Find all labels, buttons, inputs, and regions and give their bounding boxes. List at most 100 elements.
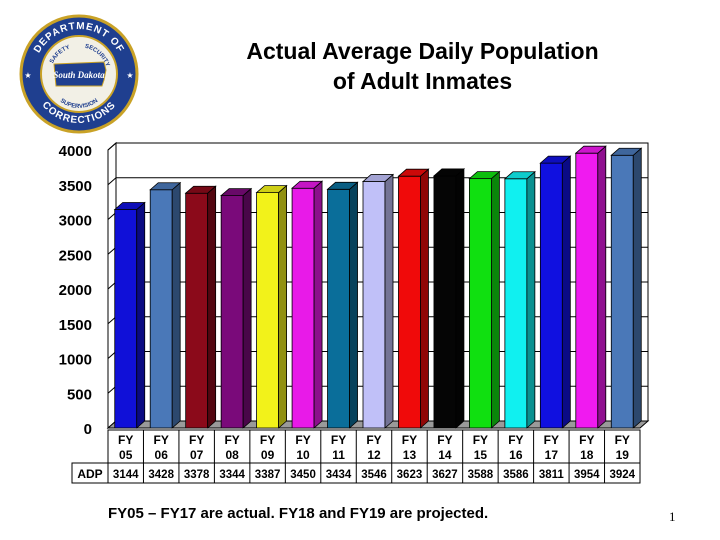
bar-chart: 05001000150020002500300035004000ADPFY053…: [59, 141, 650, 484]
table-value-cell: 3627: [432, 469, 458, 481]
table-value-cell: 3588: [468, 469, 494, 481]
x-category-label-line-2: 14: [438, 448, 452, 462]
bar-front: [433, 175, 457, 429]
bar-front: [610, 154, 634, 429]
bar-side: [136, 201, 146, 429]
table-row-label: ADP: [77, 467, 102, 481]
gridline-side: [107, 142, 117, 151]
table-value-cell: 3344: [219, 469, 245, 481]
x-category-label-line-2: 09: [261, 448, 275, 462]
bar-top: [220, 188, 253, 196]
bar-side: [597, 145, 607, 429]
bar-front: [114, 209, 138, 429]
x-category-label-line-1: FY: [366, 433, 381, 447]
x-category-label-line-2: 10: [296, 448, 310, 462]
x-category-label-line-1: FY: [189, 433, 204, 447]
bar-front: [256, 192, 279, 429]
x-category-label-line-2: 05: [119, 448, 133, 462]
bar-side: [384, 173, 394, 429]
page-number: 1: [669, 509, 676, 524]
y-tick-label: 3000: [59, 213, 92, 230]
x-category-label-line-1: FY: [402, 433, 417, 447]
y-tick-label: 2000: [59, 282, 92, 299]
x-category-label-line-2: 07: [190, 448, 204, 462]
table-value-cell: 3144: [113, 469, 139, 481]
x-category-label-line-1: FY: [224, 433, 239, 447]
x-category-label-line-1: FY: [260, 433, 275, 447]
y-tick-label: 2500: [59, 247, 92, 264]
y-tick-label: 4000: [59, 143, 92, 160]
bar-top: [255, 185, 288, 194]
x-category-label-line-1: FY: [118, 433, 133, 447]
bar-front: [220, 195, 244, 429]
x-category-label-line-1: FY: [437, 433, 452, 447]
bar-side: [561, 155, 571, 429]
table-value-cell: 3450: [290, 469, 316, 481]
y-tick-label: 1000: [59, 352, 92, 369]
bar-side: [171, 181, 181, 429]
bar-side: [490, 170, 500, 429]
table-value-cell: 3924: [609, 469, 635, 481]
bar-side: [242, 187, 252, 429]
table-value-cell: 3546: [361, 469, 387, 481]
x-category-label-line-2: 18: [580, 448, 594, 462]
x-category-label-line-1: FY: [331, 433, 346, 447]
bar-front: [469, 178, 492, 429]
table-value-cell: 3623: [397, 469, 423, 481]
bar-top: [468, 171, 501, 180]
bar-front: [539, 162, 563, 429]
table-value-cell: 3434: [326, 469, 352, 481]
bar-side: [632, 147, 642, 429]
bar-top: [610, 147, 643, 156]
bar-top: [361, 174, 395, 182]
x-category-label-line-2: 15: [474, 448, 488, 462]
x-category-label-line-1: FY: [579, 433, 594, 447]
x-category-label-line-2: 13: [403, 448, 417, 462]
footnote: FY05 – FY17 are actual. FY18 and FY19 ar…: [108, 505, 489, 522]
x-category-label-line-1: FY: [473, 433, 488, 447]
bar-top: [326, 181, 359, 190]
x-category-label-line-1: FY: [615, 433, 630, 447]
bar-front: [149, 189, 173, 429]
table-value-cell: 3428: [148, 469, 174, 481]
bar-top: [539, 155, 572, 164]
bar-side: [207, 185, 217, 429]
bar-side: [349, 181, 358, 429]
table-category-row: [107, 429, 641, 464]
department-seal-logo: DEPARTMENT OF CORRECTIONS SAFETY SECURIT…: [19, 14, 139, 134]
bar-front: [504, 178, 528, 429]
x-category-label-line-2: 08: [225, 448, 239, 462]
x-category-label-line-1: FY: [295, 433, 310, 447]
x-category-label-line-2: 19: [616, 448, 630, 462]
y-tick-label: 1500: [59, 317, 92, 334]
bar-top: [113, 202, 146, 210]
bar-top: [432, 168, 465, 177]
table-value-cell: 3387: [255, 469, 281, 481]
bar-side: [455, 168, 465, 429]
chart-title-line-1: Actual Average Daily Population: [246, 38, 599, 64]
table-value-cell: 3954: [574, 469, 600, 481]
y-tick-label: 0: [84, 421, 92, 438]
bar-top: [574, 145, 607, 154]
chart-title-line-2: of Adult Inmates: [332, 68, 513, 94]
x-category-label-line-2: 11: [332, 448, 345, 462]
x-category-label-line-1: FY: [154, 433, 169, 447]
bar-side: [313, 180, 323, 429]
bar-front: [327, 188, 350, 429]
x-category-label-line-2: 06: [155, 448, 169, 462]
table-value-cell: 3586: [503, 469, 529, 481]
bar-front: [291, 187, 315, 429]
bar-side: [420, 168, 429, 429]
bar-top: [503, 171, 536, 180]
bar-front: [575, 152, 599, 429]
bar-side: [278, 184, 287, 429]
bar-side: [526, 170, 536, 429]
chart-title: Actual Average Daily Population of Adult…: [150, 36, 695, 96]
bar-front: [398, 175, 421, 429]
y-tick-label: 3500: [59, 178, 92, 195]
bar-top: [291, 180, 324, 189]
gridline-side: [107, 177, 117, 186]
y-tick-label: 500: [67, 386, 92, 403]
x-category-label-line-2: 17: [545, 448, 559, 462]
table-value-cell: 3811: [539, 469, 565, 481]
